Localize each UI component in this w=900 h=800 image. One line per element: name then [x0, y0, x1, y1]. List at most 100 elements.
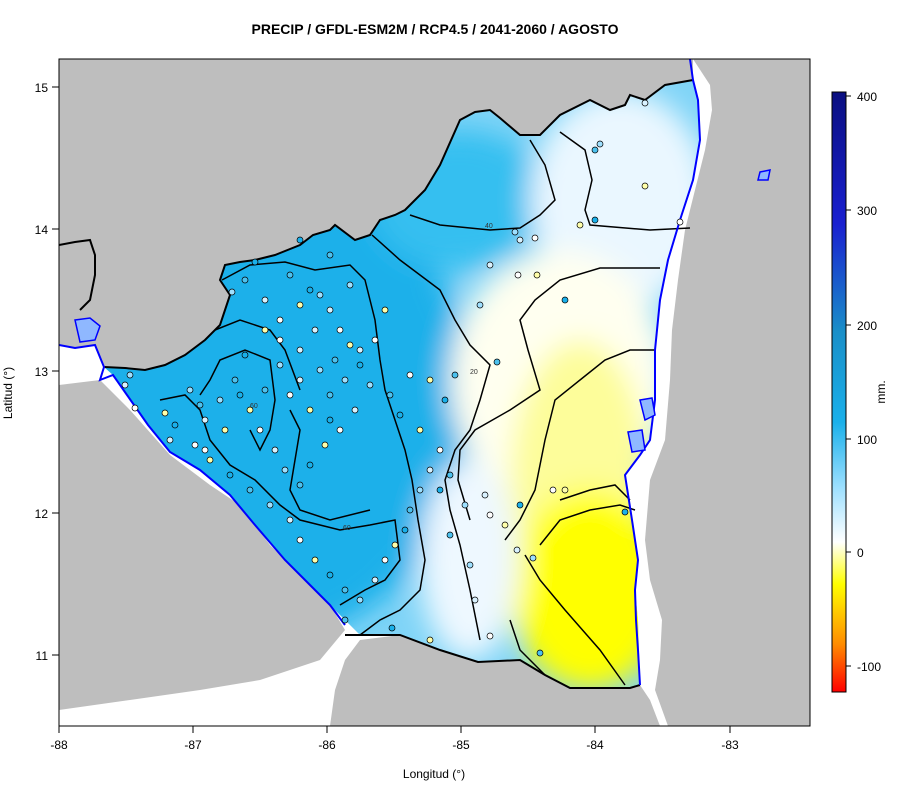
- station-point: [261, 386, 269, 394]
- colorbar-tick-label: -100: [857, 660, 881, 674]
- station-point: [481, 491, 489, 499]
- station-point: [513, 546, 521, 554]
- y-tick-label: 14: [35, 223, 49, 237]
- station-point: [426, 376, 434, 384]
- station-point: [514, 271, 522, 279]
- station-point: [331, 356, 339, 364]
- station-point: [131, 404, 139, 412]
- colorbar-tick-label: 400: [857, 90, 877, 104]
- station-point: [641, 99, 649, 107]
- station-point: [416, 486, 424, 494]
- station-point: [391, 541, 399, 549]
- station-point: [426, 636, 434, 644]
- station-point: [536, 649, 544, 657]
- colorbar-tick-label: 0: [857, 546, 864, 560]
- station-point: [126, 371, 134, 379]
- x-tick-label: -88: [50, 738, 68, 752]
- station-point: [371, 576, 379, 584]
- costa-rica-land: [330, 635, 660, 726]
- map-plot-area: 40 20 60 60: [59, 59, 810, 726]
- station-point: [186, 386, 194, 394]
- station-point: [276, 316, 284, 324]
- neighbor-land: [59, 59, 693, 370]
- station-point: [549, 486, 557, 494]
- station-point: [529, 554, 537, 562]
- station-point: [296, 236, 304, 244]
- station-point: [228, 288, 236, 296]
- station-point: [296, 346, 304, 354]
- y-tick-label: 12: [35, 507, 49, 521]
- colorbar-tick-label: 200: [857, 319, 877, 333]
- x-axis: -88 -87 -86 -85 -84 -83 Longitud (°): [50, 725, 739, 781]
- station-points: [121, 99, 684, 657]
- station-point: [161, 409, 169, 417]
- contour-label: 60: [343, 525, 351, 532]
- y-tick-label: 11: [36, 649, 49, 663]
- station-point: [356, 361, 364, 369]
- station-point: [256, 426, 264, 434]
- station-point: [406, 371, 414, 379]
- station-point: [281, 466, 289, 474]
- station-point: [241, 276, 249, 284]
- station-point: [351, 406, 359, 414]
- station-point: [246, 486, 254, 494]
- station-point: [191, 441, 199, 449]
- station-point: [461, 501, 469, 509]
- station-point: [436, 486, 444, 494]
- station-point: [416, 426, 424, 434]
- station-point: [336, 326, 344, 334]
- station-point: [206, 456, 214, 464]
- station-point: [516, 236, 524, 244]
- contour-label: 60: [250, 403, 258, 410]
- station-point: [201, 416, 209, 424]
- station-point: [276, 361, 284, 369]
- station-point: [346, 281, 354, 289]
- station-point: [366, 381, 374, 389]
- station-point: [591, 216, 599, 224]
- station-point: [501, 521, 509, 529]
- colorbar-unit-label: mm.: [874, 380, 888, 403]
- station-point: [246, 406, 254, 414]
- station-point: [341, 586, 349, 594]
- station-point: [436, 446, 444, 454]
- station-point: [486, 632, 494, 640]
- contour-lines: [159, 131, 691, 686]
- contour-labels: 40 20 60 60: [250, 223, 493, 532]
- station-point: [316, 366, 324, 374]
- station-point: [486, 511, 494, 519]
- station-point: [261, 296, 269, 304]
- station-point: [276, 336, 284, 344]
- contour-label: 40: [485, 223, 493, 230]
- northern-border: [59, 79, 694, 372]
- station-point: [221, 426, 229, 434]
- colorbar-gradient: [831, 91, 847, 693]
- station-point: [296, 481, 304, 489]
- station-point: [561, 486, 569, 494]
- station-point: [241, 351, 249, 359]
- station-point: [326, 416, 334, 424]
- station-point: [486, 261, 494, 269]
- station-point: [511, 228, 519, 236]
- map-title: PRECIP / GFDL-ESM2M / RCP4.5 / 2041-2060…: [251, 21, 619, 37]
- station-point: [451, 371, 459, 379]
- station-point: [326, 391, 334, 399]
- station-point: [356, 596, 364, 604]
- station-point: [326, 571, 334, 579]
- neighbor-land-south: [59, 380, 345, 710]
- station-point: [621, 508, 629, 516]
- x-tick-label: -86: [318, 738, 336, 752]
- x-tick-label: -85: [452, 738, 470, 752]
- station-point: [296, 536, 304, 544]
- station-point: [201, 446, 209, 454]
- station-point: [476, 301, 484, 309]
- y-axis: 11 12 13 14 15 Latitud (°): [1, 81, 60, 663]
- station-point: [641, 182, 649, 190]
- station-point: [596, 140, 604, 148]
- station-point: [326, 251, 334, 259]
- station-point: [371, 336, 379, 344]
- station-point: [236, 391, 244, 399]
- station-point: [516, 501, 524, 509]
- station-point: [226, 471, 234, 479]
- station-point: [166, 436, 174, 444]
- station-point: [216, 396, 224, 404]
